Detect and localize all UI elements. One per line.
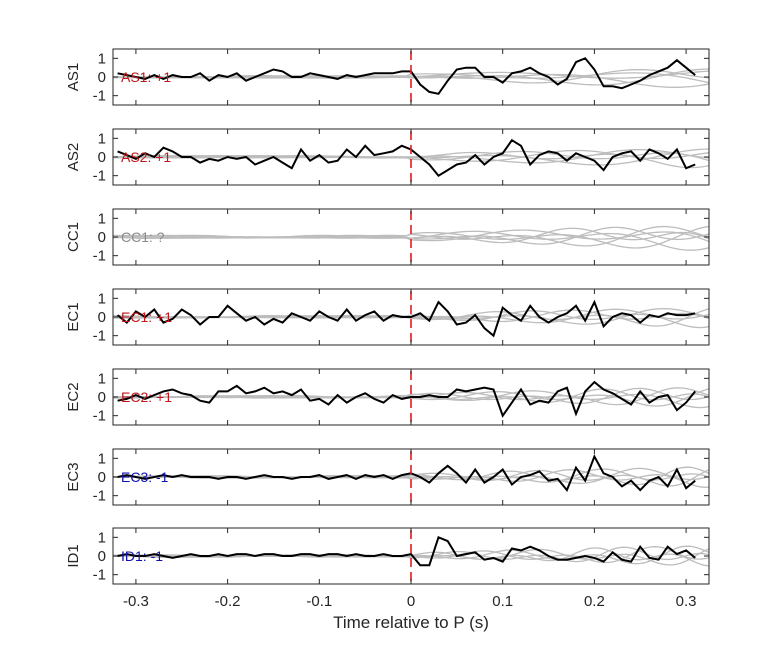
trace-line [116,299,696,338]
x-axis-label: Time relative to P (s) [333,613,489,632]
station-label: EC3 [65,462,82,491]
y-tick-label: 1 [98,210,106,227]
y-tick-label: -1 [93,88,106,105]
x-tick-label: 0.3 [676,593,697,610]
polarity-label: ID1: -1 [121,548,163,564]
y-tick-label: -1 [93,488,106,505]
panel-cc1: -1 0 1 CC1 CC1: ? [65,208,710,266]
trace-line [117,380,696,418]
y-tick-label: 1 [98,130,106,147]
panel-as2: -1 0 1 AS2 AS2: +1 [65,128,710,186]
x-tick-label: 0 [407,593,415,610]
y-tick-label: 0 [98,469,106,486]
polarity-label: AS2: +1 [121,149,171,165]
panel-ec1: -1 0 1 EC1 EC1: +1 [65,288,710,346]
y-tick-label: 1 [98,50,106,67]
background-trace [113,388,710,403]
trace-line [117,57,696,95]
y-tick-label: 0 [98,149,106,166]
polarity-label: AS1: +1 [121,69,171,85]
y-tick-label: 1 [98,529,106,546]
y-tick-label: 1 [98,450,106,467]
y-tick-label: 1 [98,290,106,307]
y-tick-label: -1 [93,168,106,185]
trace-line [117,454,696,493]
panel-as1: -1 0 1 AS1 AS1: +1 [65,48,710,106]
background-trace [112,151,710,169]
y-tick-label: -1 [93,328,106,345]
polarity-label: EC1: +1 [121,309,172,325]
y-tick-label: -1 [93,567,106,584]
x-tick-label: -0.2 [215,593,241,610]
trace-line [117,535,696,567]
panel-id1: -1 0 1 ID1 ID1: -1 [65,527,710,585]
station-label: AS2 [65,143,82,171]
background-trace [112,227,710,244]
polarity-label: CC1: ? [121,229,165,245]
station-label: ID1 [65,544,82,567]
station-label: CC1 [65,222,82,252]
x-tick-label: 0.1 [492,593,513,610]
polarity-label: EC3: -1 [121,469,169,485]
y-tick-label: -1 [93,248,106,265]
x-tick-label: 0.2 [584,593,605,610]
panel-ec3: -1 0 1 EC3 EC3: -1 [65,448,710,506]
y-tick-label: -1 [93,408,106,425]
x-tick-label: -0.3 [123,593,149,610]
station-label: AS1 [65,63,82,91]
y-tick-label: 0 [98,309,106,326]
station-label: EC2 [65,382,82,411]
panels: -1 0 1 AS1 AS1: +1 -1 0 1 AS2 AS2: +1 -1 0 1 CC1 CC1: … [65,48,710,585]
y-tick-label: 0 [98,229,106,246]
background-trace [113,68,710,84]
background-trace [113,68,710,86]
x-axis: -0.3 -0.2 -0.1 0 0.1 0.2 0.3 [123,593,697,610]
x-tick-label: -0.1 [306,593,332,610]
background-trace [112,225,710,247]
y-tick-label: 1 [98,370,106,387]
y-tick-label: 0 [98,69,106,86]
y-tick-label: 0 [98,389,106,406]
panel-ec2: -1 0 1 EC2 EC2: +1 [65,368,710,426]
trace-line [117,138,696,178]
polarity-label: EC2: +1 [121,389,172,405]
background-trace [112,387,710,406]
station-label: EC1 [65,302,82,331]
y-tick-label: 0 [98,548,106,565]
